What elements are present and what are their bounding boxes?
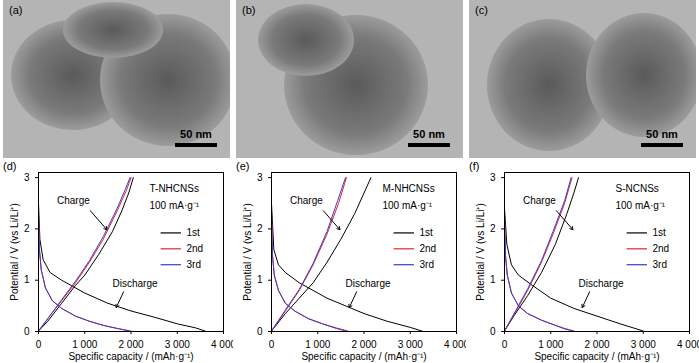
svg-text:Potential / V (vs Li/Li⁺): Potential / V (vs Li/Li⁺)	[9, 203, 20, 300]
html-text:(d): (d)	[3, 160, 17, 172]
svg-text:2: 2	[257, 223, 263, 234]
svg-text:0: 0	[502, 339, 508, 350]
svg-text:50 nm: 50 nm	[646, 128, 678, 140]
svg-text:(b): (b)	[242, 4, 255, 16]
svg-text:(a): (a)	[9, 4, 22, 16]
svg-text:3: 3	[24, 172, 30, 183]
svg-text:1: 1	[257, 274, 263, 285]
svg-text:4 000: 4 000	[677, 339, 699, 350]
svg-text:Charge: Charge	[57, 195, 90, 206]
svg-text:2: 2	[490, 223, 496, 234]
svg-text:100 mA·g⁻¹: 100 mA·g⁻¹	[383, 200, 433, 211]
svg-text:Specific capacity / (mAh·g⁻¹): Specific capacity / (mAh·g⁻¹)	[534, 351, 659, 362]
svg-text:1 000: 1 000	[72, 339, 97, 350]
svg-text:3 000: 3 000	[165, 339, 190, 350]
svg-text:0: 0	[490, 326, 496, 337]
svg-text:2: 2	[24, 223, 30, 234]
svg-text:50 nm: 50 nm	[413, 128, 445, 140]
html-text:(e): (e)	[236, 160, 250, 172]
svg-text:0: 0	[257, 326, 263, 337]
svg-text:M-NHCNSs: M-NHCNSs	[383, 183, 435, 194]
svg-text:3 000: 3 000	[631, 339, 656, 350]
svg-text:1: 1	[24, 274, 30, 285]
svg-text:Charge: Charge	[290, 195, 323, 206]
svg-text:2 000: 2 000	[584, 339, 609, 350]
svg-text:2 000: 2 000	[351, 339, 376, 350]
svg-text:0: 0	[269, 339, 275, 350]
svg-text:Discharge: Discharge	[113, 278, 158, 289]
svg-text:100 mA·g⁻¹: 100 mA·g⁻¹	[616, 200, 666, 211]
svg-text:3 000: 3 000	[398, 339, 423, 350]
svg-text:2nd: 2nd	[187, 243, 204, 254]
svg-text:S-NCNSs: S-NCNSs	[616, 183, 659, 194]
svg-text:3rd: 3rd	[420, 259, 434, 270]
svg-text:Potential / V (vs Li/Li⁺): Potential / V (vs Li/Li⁺)	[242, 203, 253, 300]
svg-text:100 mA·g⁻¹: 100 mA·g⁻¹	[150, 200, 200, 211]
svg-text:2nd: 2nd	[653, 243, 670, 254]
svg-text:3rd: 3rd	[653, 259, 667, 270]
svg-text:1st: 1st	[420, 227, 434, 238]
html-text:(f): (f)	[469, 160, 480, 172]
svg-text:2 000: 2 000	[118, 339, 143, 350]
svg-text:Specific capacity / (mAh·g⁻¹): Specific capacity / (mAh·g⁻¹)	[301, 351, 426, 362]
svg-text:1 000: 1 000	[538, 339, 563, 350]
svg-text:1st: 1st	[653, 227, 667, 238]
svg-text:1st: 1st	[187, 227, 201, 238]
svg-text:1: 1	[490, 274, 496, 285]
svg-text:(c): (c)	[475, 4, 488, 16]
svg-text:4 000: 4 000	[211, 339, 233, 350]
svg-text:3: 3	[490, 172, 496, 183]
svg-text:Specific capacity / (mAh·g⁻¹): Specific capacity / (mAh·g⁻¹)	[68, 351, 193, 362]
svg-text:50 nm: 50 nm	[180, 128, 212, 140]
svg-text:Charge: Charge	[523, 195, 556, 206]
svg-text:Discharge: Discharge	[346, 278, 391, 289]
svg-text:0: 0	[24, 326, 30, 337]
svg-text:2nd: 2nd	[420, 243, 437, 254]
svg-text:T-NHCNSs: T-NHCNSs	[150, 183, 199, 194]
svg-text:3rd: 3rd	[187, 259, 201, 270]
svg-text:1 000: 1 000	[305, 339, 330, 350]
svg-text:Potential / V (vs Li/Li⁺): Potential / V (vs Li/Li⁺)	[475, 203, 486, 300]
svg-text:Discharge: Discharge	[579, 278, 624, 289]
svg-text:4 000: 4 000	[444, 339, 466, 350]
svg-text:0: 0	[36, 339, 42, 350]
svg-text:3: 3	[257, 172, 263, 183]
